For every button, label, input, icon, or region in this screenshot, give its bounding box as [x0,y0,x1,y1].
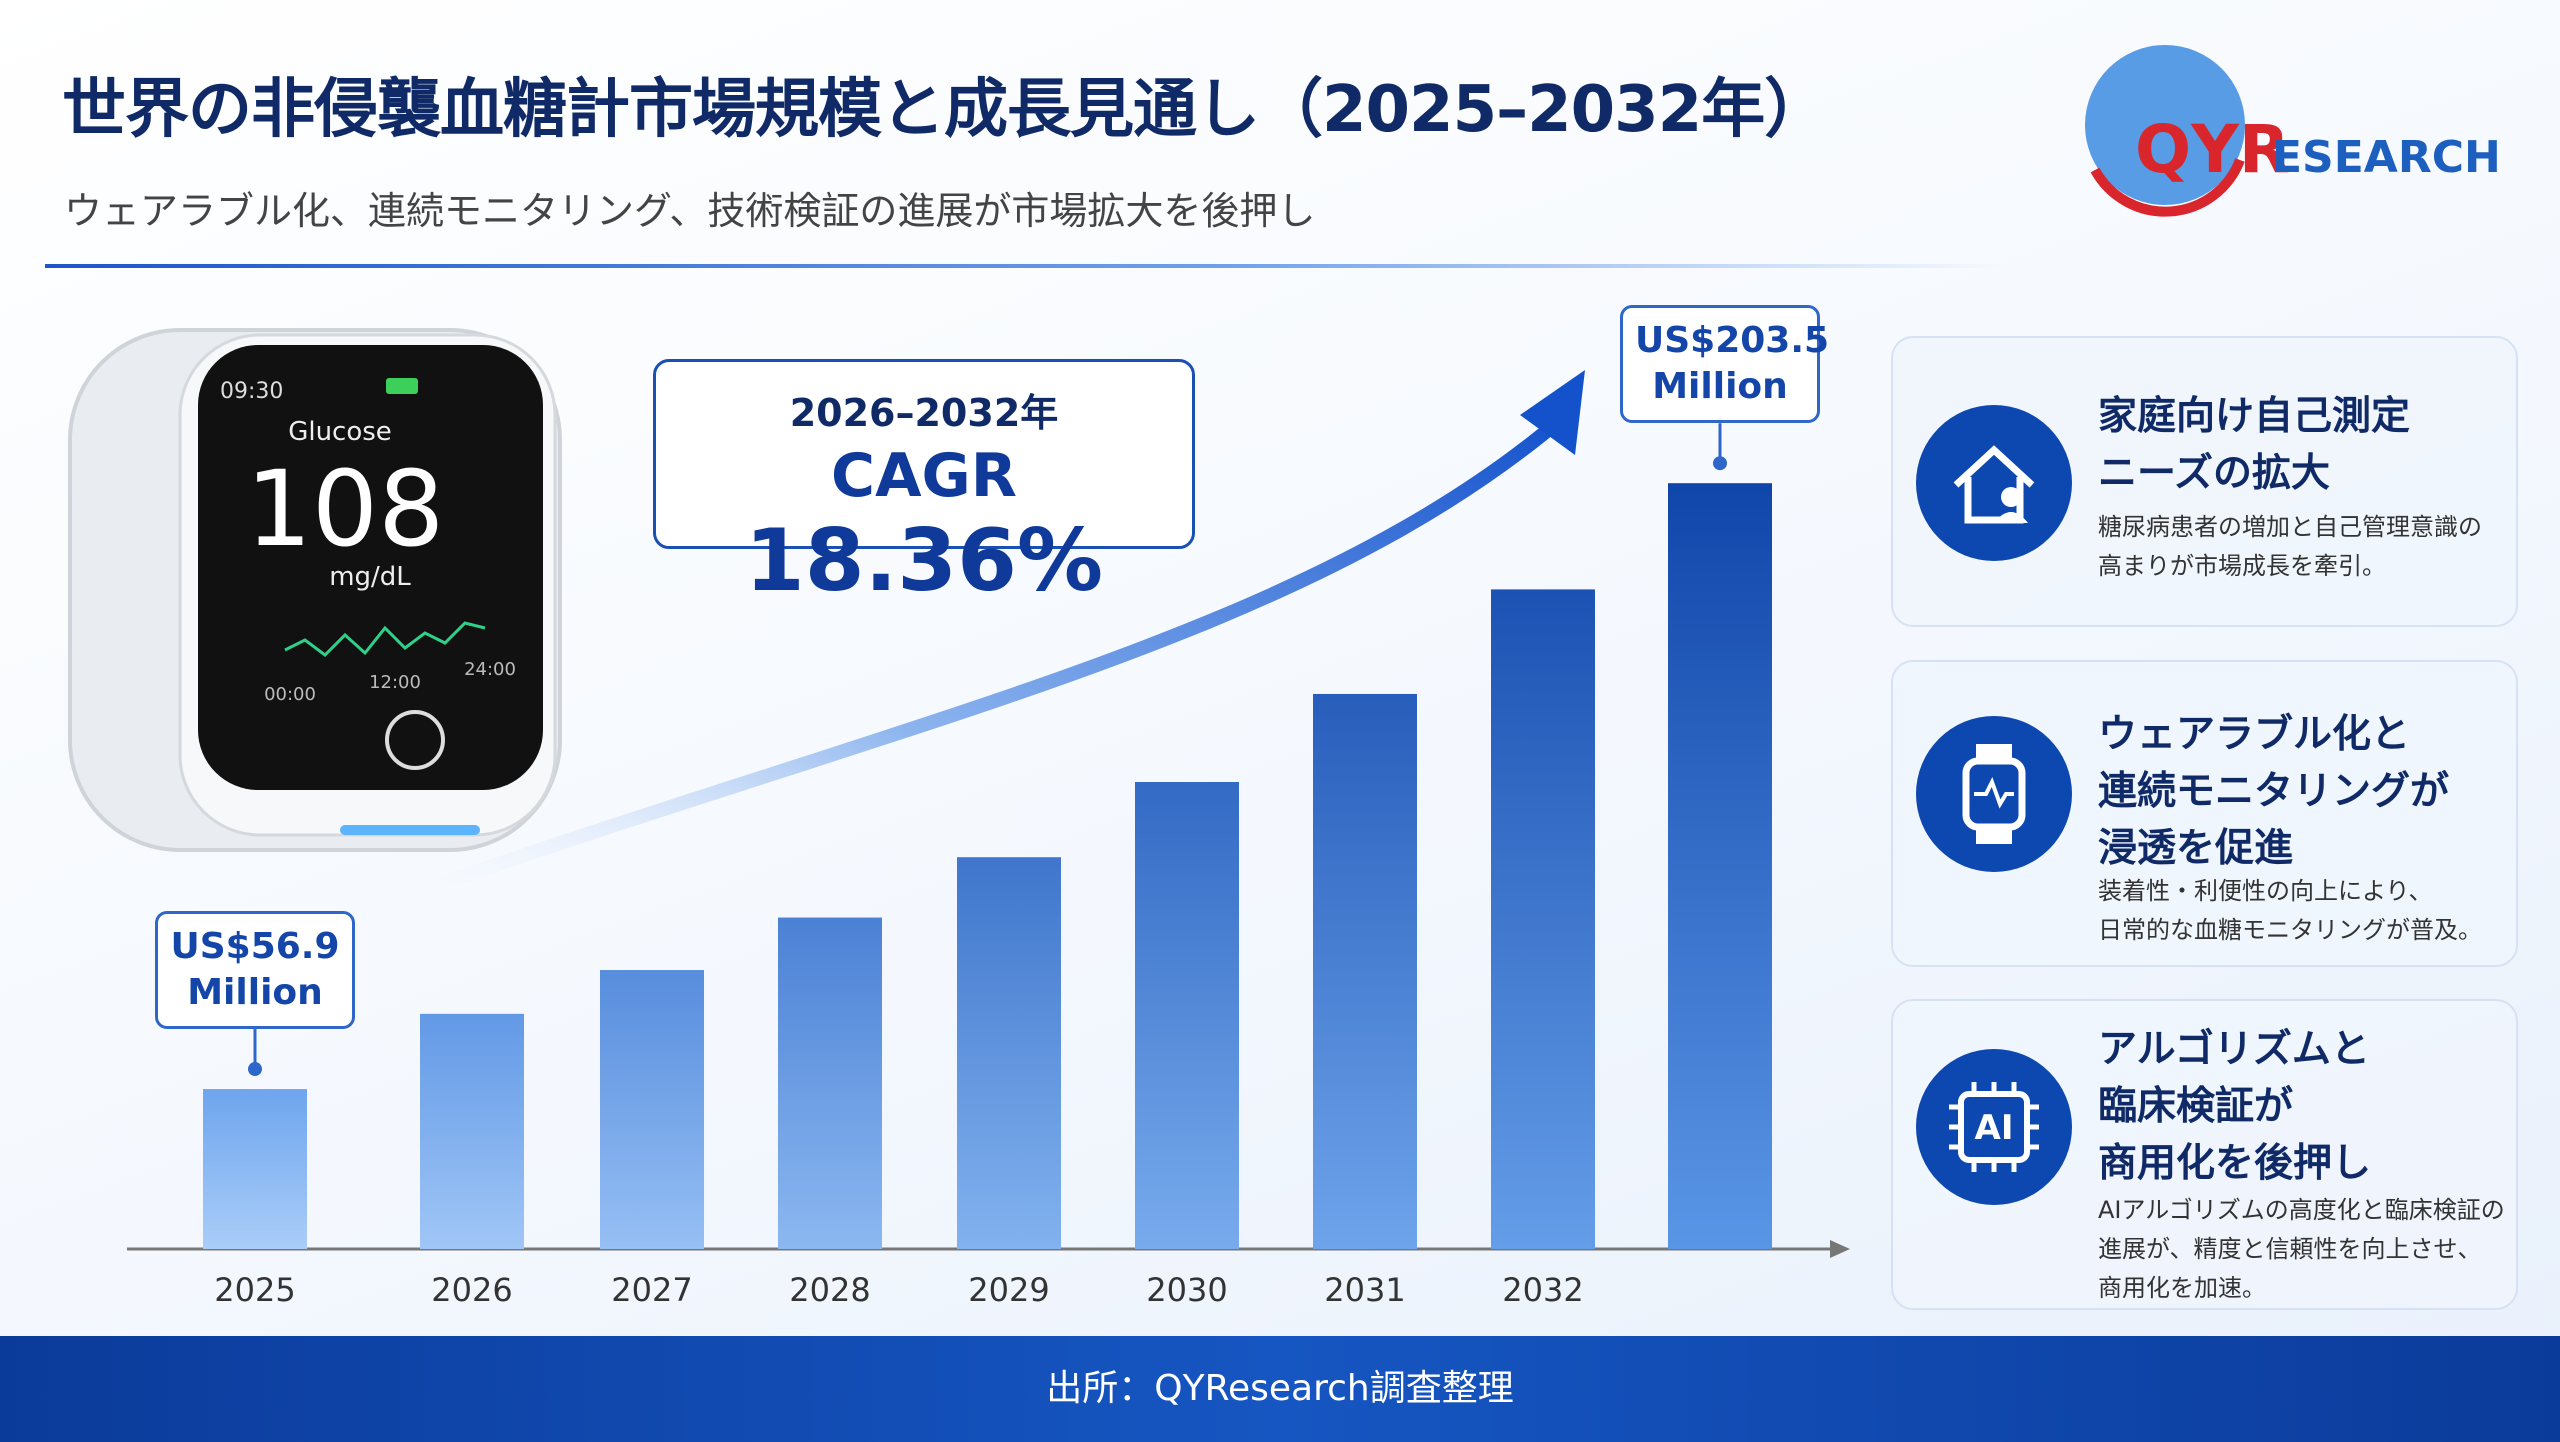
device-label: Glucose [288,417,392,447]
card: AI アルゴリズムと 臨床検証が 商用化を後押し AIアルゴリズムの高度化と臨床… [1891,999,2518,1310]
card: ウェアラブル化と 連続モニタリングが 浸透を促進 装着性・利便性の向上により、 … [1891,660,2518,967]
bar [1491,589,1595,1249]
card-title: アルゴリズムと 臨床検証が 商用化を後押し [2098,1027,2372,1186]
device: 09:30 Glucose 108 mg/dL 00:00 12:00 24:0… [68,328,562,852]
bar [1668,483,1772,1249]
bar [203,1089,307,1249]
cagr-period: 2026–2032年 [789,391,1059,435]
bar [600,970,704,1249]
title: 世界の非侵襲血糖計市場規模と成長見通し（2025–2032年） [62,73,1828,147]
cagr-value: 18.36% [744,511,1104,611]
cagr-box: 2026–2032年 CAGR 18.36% [653,359,1195,611]
icon [1916,405,2072,561]
logo-text: ESEARCH [2272,132,2501,183]
arrow-head [1520,370,1585,455]
icon: AI [1916,1049,2072,1205]
bar [957,857,1061,1249]
icon-text: AI [1975,1108,2014,1148]
footer: 出所：QYResearch調査整理 [0,1336,2560,1442]
x-tick-label: 2029 [968,1271,1050,1309]
x-tick-label: 2030 [1146,1271,1228,1309]
bar [1313,693,1417,1249]
bar [420,1013,524,1249]
divider [45,264,2005,268]
device-reading: 108 [246,448,445,570]
device-time: 09:30 [220,379,283,404]
cagr-label: CAGR [831,441,1017,511]
device-axis: 24:00 [464,659,516,680]
subtitle: ウェアラブル化、連続モニタリング、技術検証の進展が市場拡大を後押し [64,189,1316,233]
axis-arrow [1830,1240,1850,1258]
x-tick-label: 2028 [789,1271,871,1309]
device-axis: 12:00 [369,672,421,693]
logo-text: QYR [2135,111,2290,188]
x-tick-label: 2031 [1324,1271,1406,1309]
value-label: US$56.9 Million [155,911,355,1030]
value-label: US$203.5 Million [1620,305,1829,424]
bar [1135,781,1239,1249]
icon [1916,716,2072,872]
logo: QYR ESEARCH [2085,45,2501,217]
device-unit: mg/dL [329,562,411,592]
card-text: AIアルゴリズムの高度化と臨床検証の 進展が、精度と信頼性を向上させ、 商用化を… [2098,1196,2505,1302]
card-text: 装着性・利便性の向上により、 日常的な血糖モニタリングが普及。 [2098,877,2482,944]
card: 家庭向け自己測定 ニーズの拡大 糖尿病患者の増加と自己管理意識の 高まりが市場成… [1891,336,2518,627]
device-axis: 00:00 [264,684,316,705]
bar [778,917,882,1249]
card-text: 糖尿病患者の増加と自己管理意識の 高まりが市場成長を牽引。 [2098,513,2482,580]
card-title: ウェアラブル化と 連続モニタリングが 浸透を促進 [2098,712,2450,871]
x-tick-label: 2027 [611,1271,693,1309]
x-tick-label: 2032 [1502,1271,1584,1309]
card-title: 家庭向け自己測定 ニーズの拡大 [2098,394,2411,496]
growth-arrow [377,414,1565,912]
x-tick-label: 2025 [214,1271,296,1309]
x-tick-label: 2026 [431,1271,513,1309]
